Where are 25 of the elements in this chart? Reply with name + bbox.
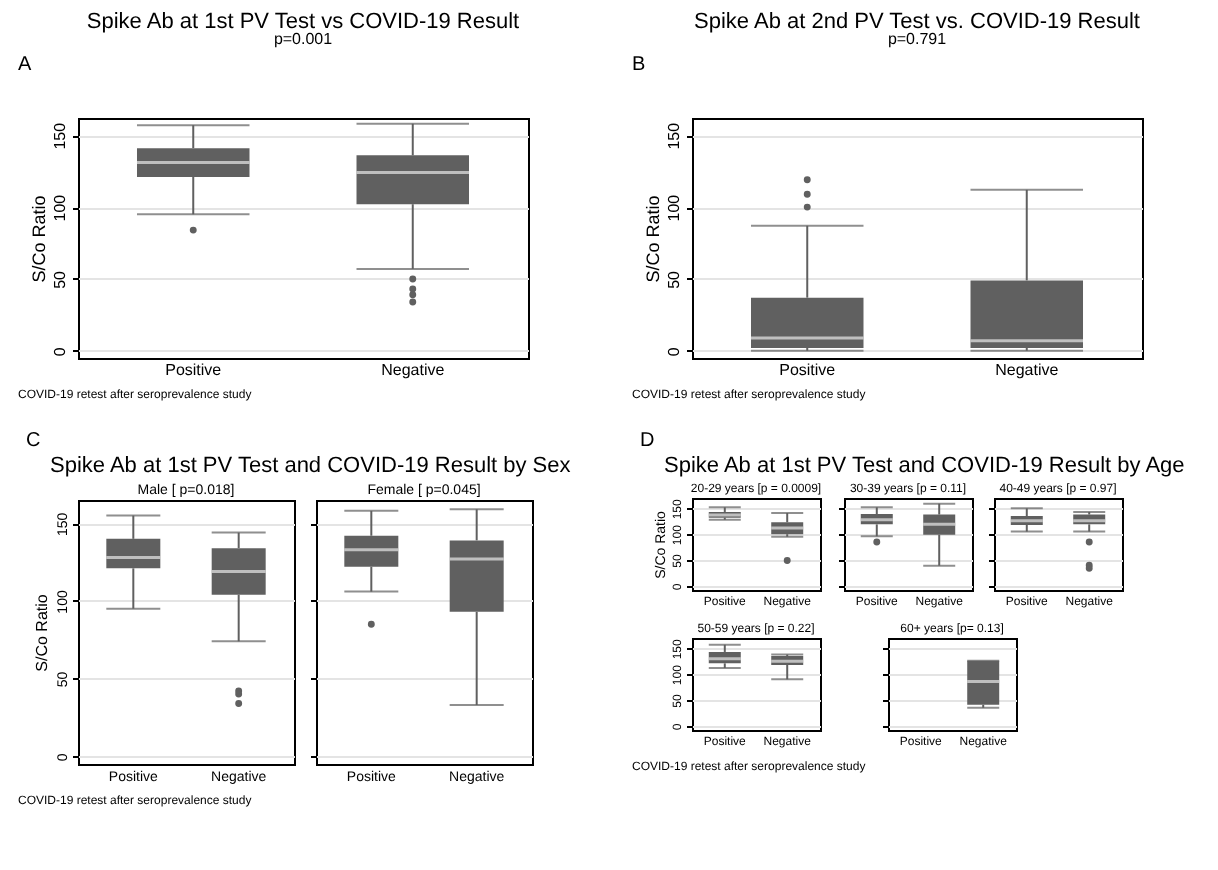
y-tick-label: 150 xyxy=(665,121,683,150)
y-axis-title: S/Co Ratio xyxy=(643,195,663,283)
text: D xyxy=(640,430,655,452)
y-tick-label: 50 xyxy=(51,269,69,289)
y-tick-label: 0 xyxy=(665,346,683,357)
text: B xyxy=(632,54,646,76)
text: A xyxy=(18,54,32,76)
x-tick-label: Positive xyxy=(779,361,837,379)
y-tick-label: 0 xyxy=(51,346,69,357)
y-tick-label: 100 xyxy=(665,193,683,222)
text: Spike Ab at 1st PV Test and COVID-19 Result by Sex xyxy=(50,454,572,478)
x-tick-label: Positive xyxy=(165,361,223,379)
x-tick-label: Negative xyxy=(995,361,1060,379)
chart-title: Spike Ab at 2nd PV Test vs. COVID-19 Result xyxy=(694,10,1140,34)
chart-subtitle: p=0.791 xyxy=(887,30,948,48)
x-tick-label: Negative xyxy=(381,361,446,379)
chart-subtitle: p=0.001 xyxy=(273,30,334,48)
y-tick-label: 150 xyxy=(51,121,69,150)
y-axis-title: S/Co Ratio xyxy=(33,593,51,672)
chart-title: Spike Ab at 1st PV Test vs COVID-19 Result xyxy=(86,10,520,34)
text: Spike Ab at 1st PV Test and COVID-19 Result by Age xyxy=(664,454,1185,478)
y-tick-label: 100 xyxy=(51,193,69,222)
text: C xyxy=(26,430,41,452)
y-tick-label: 50 xyxy=(665,269,683,289)
y-axis-title: S/Co Ratio xyxy=(29,195,49,283)
